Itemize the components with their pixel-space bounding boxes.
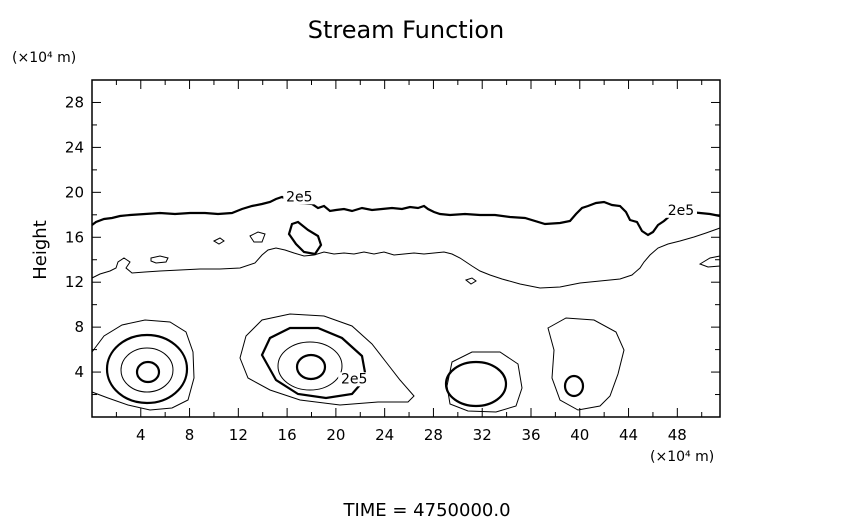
- y-tick-label: 20: [65, 183, 84, 201]
- x-axis: 4 8 12 16 20 24 28 32 36 40 44 48: [115, 80, 703, 444]
- x-tick-label: 40: [570, 426, 589, 444]
- x-tick-label: 4: [136, 426, 146, 444]
- contour-label-bg: [664, 203, 697, 218]
- y-tick-label: 8: [74, 318, 84, 336]
- contour-label-bg: [283, 190, 316, 205]
- small-contour-d: [464, 277, 477, 285]
- contour-label: 2e5: [341, 371, 367, 387]
- upper-thick-blob: [287, 220, 323, 256]
- y-unit-label: (×10⁴ m): [12, 50, 76, 66]
- y-tick-label: 4: [74, 363, 84, 381]
- contour-label-bg: [338, 372, 371, 387]
- x-tick-label: 36: [521, 426, 540, 444]
- vortex-1: [91, 319, 195, 411]
- y-tick-label: 28: [65, 93, 84, 111]
- contour-label: 2e5: [286, 189, 312, 205]
- upper-thin-contour: [91, 227, 721, 289]
- contour-lines: [91, 195, 721, 413]
- x-tick-label: 16: [278, 426, 297, 444]
- x-tick-label: 12: [229, 426, 248, 444]
- small-contour-a: [150, 255, 169, 264]
- x-tick-label: 32: [473, 426, 492, 444]
- plot-frame: [91, 79, 721, 418]
- time-footer: TIME = 4750000.0: [342, 500, 510, 519]
- vortex-3: [444, 351, 523, 413]
- small-contour-e: [698, 255, 721, 268]
- small-contour-c: [212, 237, 225, 245]
- upper-thick-contour: [91, 195, 721, 237]
- vortex-4: [547, 317, 625, 411]
- y-tick-label: 24: [65, 138, 84, 156]
- x-tick-label: 20: [326, 426, 345, 444]
- contour-label: 2e5: [668, 203, 694, 219]
- x-tick-label: 24: [375, 426, 394, 444]
- contour-labels: 2e5 2e5 2e5: [283, 189, 697, 387]
- x-tick-label: 28: [424, 426, 443, 444]
- y-axis: 4 8 12 16 20 24 28: [65, 93, 720, 396]
- x-tick-label: 8: [185, 426, 195, 444]
- y-tick-label: 12: [65, 273, 84, 291]
- x-tick-label: 48: [668, 426, 687, 444]
- chart-title: Stream Function: [308, 16, 505, 44]
- y-axis-label: Height: [30, 220, 51, 280]
- small-contour-b: [249, 231, 266, 243]
- x-unit-label: (×10⁴ m): [650, 449, 714, 465]
- vortex-2: [239, 313, 415, 406]
- y-tick-label: 16: [65, 228, 84, 246]
- x-tick-label: 44: [619, 426, 638, 444]
